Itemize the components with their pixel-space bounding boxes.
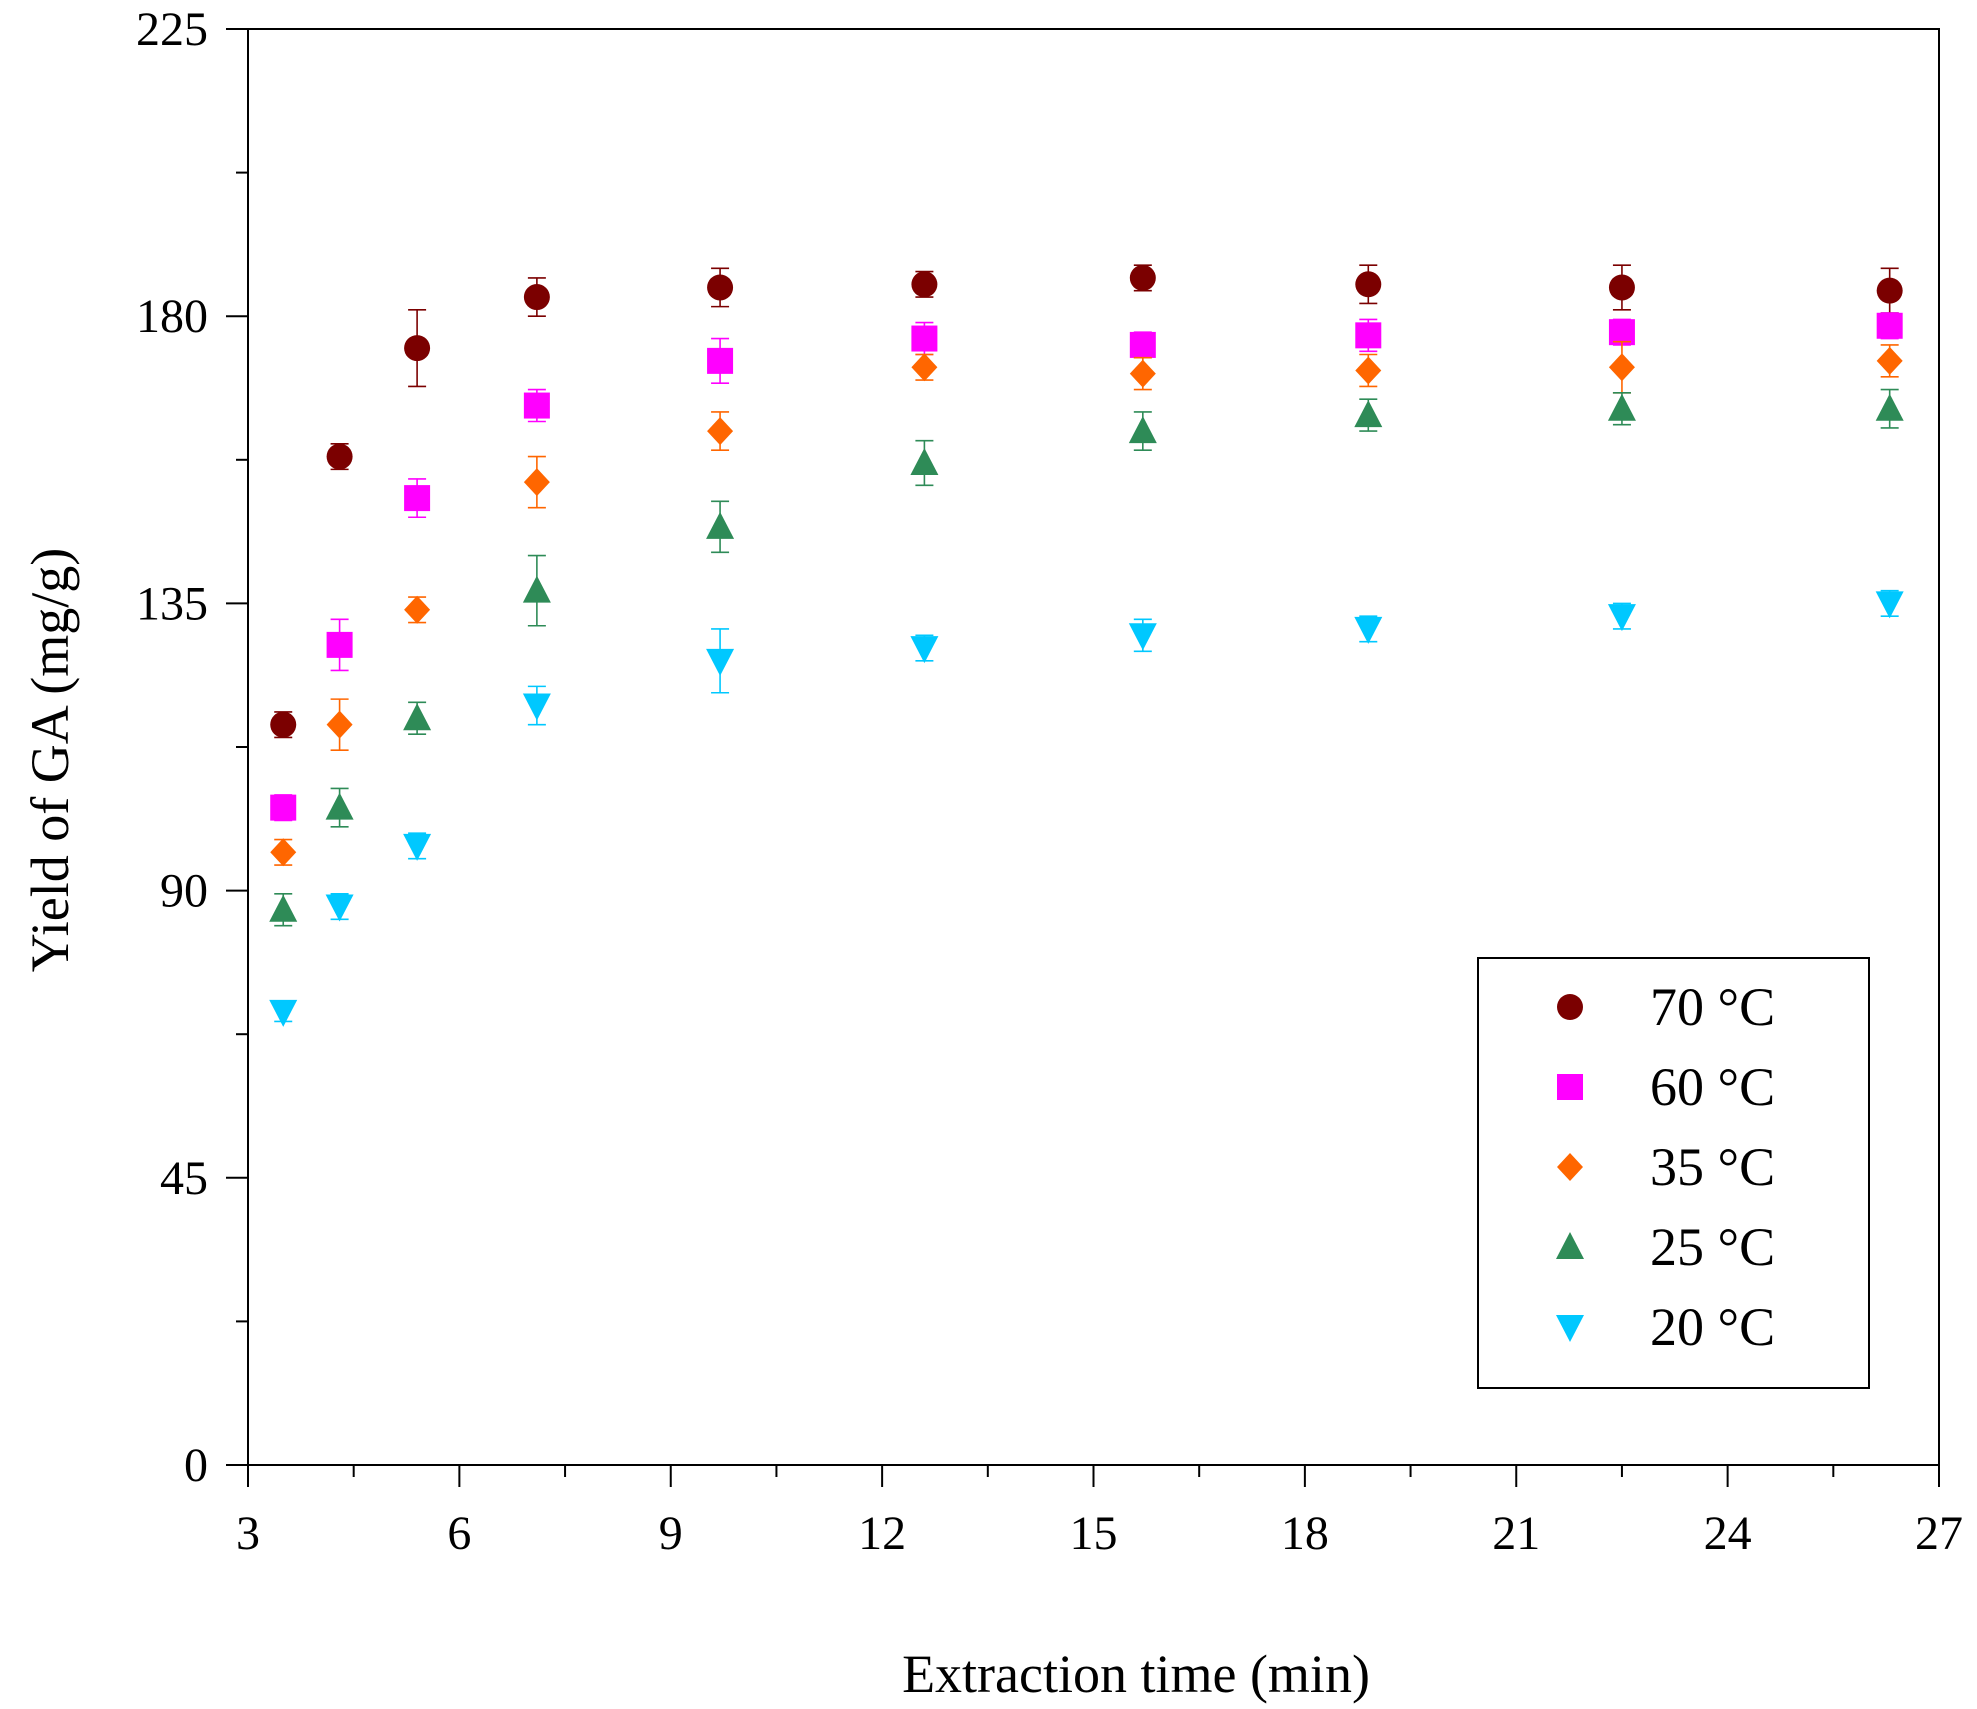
data-point (523, 392, 550, 419)
series-layer (269, 264, 1904, 1027)
data-point (1129, 359, 1156, 388)
data-point (1129, 331, 1156, 358)
x-tick-label: 9 (659, 1507, 683, 1560)
legend-label: 25 °C (1650, 1217, 1775, 1277)
y-tick-label: 45 (160, 1152, 208, 1205)
data-point (325, 894, 354, 922)
data-point (270, 711, 297, 738)
data-point (1875, 591, 1904, 619)
legend-label: 20 °C (1650, 1297, 1775, 1357)
legend: 70 °C 60 °C 35 °C 25 °C 20 °C (1477, 957, 1870, 1389)
data-point (523, 468, 550, 497)
data-point (1355, 271, 1382, 298)
x-tick-label: 27 (1915, 1507, 1963, 1560)
legend-label: 35 °C (1650, 1137, 1775, 1197)
y-tick-label: 180 (136, 290, 208, 343)
data-point (1128, 623, 1157, 651)
data-point (523, 284, 550, 311)
data-point (269, 999, 298, 1027)
series-2 (270, 340, 1903, 867)
data-point (910, 636, 939, 664)
data-point (706, 648, 735, 676)
data-point (707, 274, 734, 301)
data-point (270, 838, 297, 867)
x-tick-label: 18 (1281, 1507, 1329, 1560)
data-point (1607, 604, 1636, 632)
data-point (270, 794, 297, 821)
x-tick-label: 15 (1070, 1507, 1118, 1560)
data-point (910, 447, 939, 475)
series-0 (270, 264, 1903, 739)
data-point (911, 271, 938, 298)
data-point (404, 595, 431, 624)
y-axis-label: Yield of GA (mg/g) (20, 548, 80, 972)
data-point (325, 792, 354, 820)
x-tick-label: 6 (447, 1507, 471, 1560)
data-point (522, 693, 551, 721)
legend-box (1477, 957, 1870, 1389)
data-point (1876, 312, 1903, 339)
data-point (522, 575, 551, 603)
x-tick-label: 24 (1704, 1507, 1752, 1560)
data-point (1608, 274, 1635, 301)
legend-label: 70 °C (1650, 977, 1775, 1037)
legend-marker (1557, 1153, 1583, 1181)
data-point (707, 417, 734, 446)
x-axis-ticks: 3 6 9 12 15 18 21 24 27 (236, 1465, 1963, 1560)
data-point (404, 485, 431, 512)
data-point (403, 833, 432, 861)
data-point (326, 443, 353, 470)
data-point (403, 703, 432, 731)
x-tick-label: 3 (236, 1507, 260, 1560)
data-point (1354, 616, 1383, 644)
y-axis-ticks: 0 45 90 135 180 225 (136, 3, 248, 1492)
legend-marker (1556, 1232, 1584, 1259)
data-point (1875, 393, 1904, 421)
data-point (1608, 353, 1635, 382)
series-3 (269, 388, 1904, 927)
data-point (1608, 319, 1635, 346)
data-point (1355, 322, 1382, 349)
y-tick-label: 0 (184, 1439, 208, 1492)
x-tick-label: 21 (1492, 1507, 1540, 1560)
data-point (911, 353, 938, 382)
legend-marker (1557, 994, 1583, 1020)
data-point (1607, 393, 1636, 421)
data-point (707, 347, 734, 374)
data-point (1355, 356, 1382, 385)
x-tick-label: 12 (858, 1507, 906, 1560)
data-point (269, 894, 298, 922)
data-point (1128, 416, 1157, 444)
y-tick-label: 135 (136, 577, 208, 630)
legend-label: 60 °C (1650, 1057, 1775, 1117)
data-point (1129, 264, 1156, 291)
data-point (1354, 400, 1383, 428)
x-axis-label: Extraction time (min) (902, 1644, 1370, 1704)
legend-marker (1557, 1074, 1583, 1100)
data-point (706, 511, 735, 539)
data-point (1876, 277, 1903, 304)
data-point (404, 335, 431, 362)
series-4 (269, 589, 1904, 1027)
data-point (326, 710, 353, 739)
y-tick-label: 90 (160, 865, 208, 918)
series-1 (270, 312, 1903, 822)
data-point (911, 325, 938, 352)
legend-marker (1556, 1315, 1584, 1342)
data-point (326, 631, 353, 658)
y-tick-label: 225 (136, 3, 208, 56)
data-point (1876, 346, 1903, 375)
